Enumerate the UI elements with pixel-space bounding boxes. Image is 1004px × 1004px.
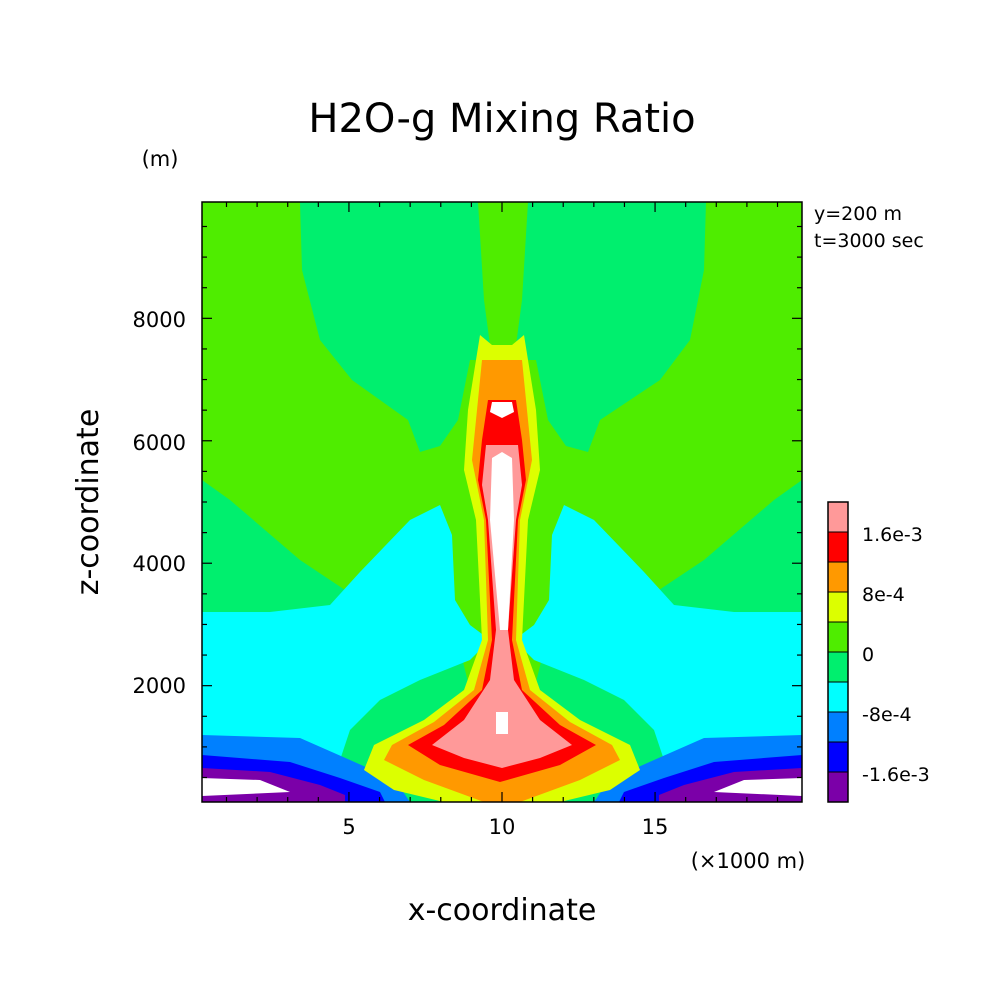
colorbar-label-2: 0 — [862, 644, 874, 666]
contour-side-lobes-cyan — [202, 505, 802, 760]
contour-surface-blue — [202, 755, 802, 802]
y-axis-label: z-coordinate — [71, 409, 106, 596]
contour-upper-region — [300, 202, 706, 452]
x-tick-label-10: 10 — [489, 815, 516, 839]
annotation-t: t=3000 sec — [814, 230, 924, 252]
colorbar-segment — [828, 562, 848, 592]
colorbar-label-1: 8e-4 — [862, 584, 905, 606]
annotation-y: y=200 m — [814, 203, 902, 225]
y-tick-label-8000: 8000 — [133, 308, 186, 332]
colorbar-segment — [828, 532, 848, 562]
x-tick-label-15: 15 — [642, 815, 669, 839]
contour-plume-white-core — [490, 402, 514, 734]
colorbar — [828, 502, 848, 802]
colorbar-label-0: 1.6e-3 — [862, 524, 923, 546]
colorbar-segment — [828, 652, 848, 682]
x-unit-label: (×1000 m) — [691, 849, 806, 873]
chart-title: H2O-g Mixing Ratio — [308, 96, 695, 142]
colorbar-segment — [828, 622, 848, 652]
y-tick-label-2000: 2000 — [133, 674, 186, 698]
colorbar-label-3: -8e-4 — [862, 704, 912, 726]
colorbar-frame — [827, 501, 849, 803]
colorbar-segment — [828, 682, 848, 712]
colorbar-segment — [828, 502, 848, 532]
y-tick-label-4000: 4000 — [133, 552, 186, 576]
y-unit-label: (m) — [142, 147, 179, 171]
colorbar-segment — [828, 742, 848, 772]
colorbar-segment — [828, 712, 848, 742]
colorbar-label-4: -1.6e-3 — [862, 764, 930, 786]
x-axis-label: x-coordinate — [408, 893, 597, 928]
contour-surface-purple — [202, 768, 802, 802]
plot-area — [202, 202, 802, 802]
x-tick-label-5: 5 — [342, 815, 355, 839]
colorbar-segment — [828, 772, 848, 802]
y-tick-label-6000: 6000 — [133, 431, 186, 455]
colorbar-labels: 1.6e-3 8e-4 0 -8e-4 -1.6e-3 — [862, 524, 930, 786]
axis-ticks — [202, 202, 802, 802]
colorbar-segment — [828, 592, 848, 622]
